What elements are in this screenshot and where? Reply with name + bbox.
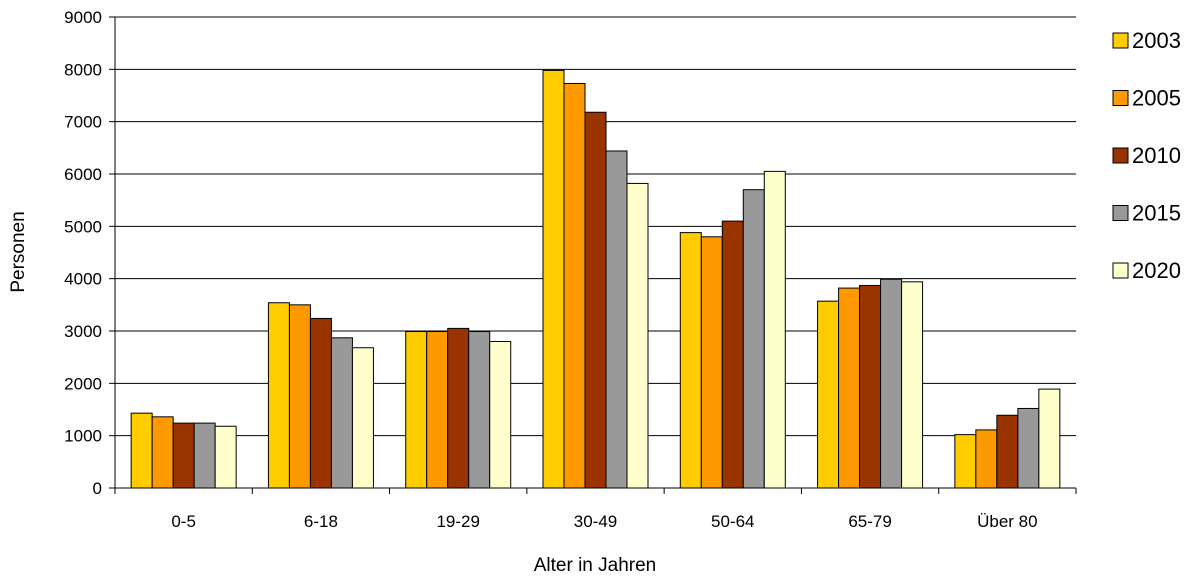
bar-2015-19-29 xyxy=(468,331,491,489)
bar-2020-Über-80 xyxy=(1038,388,1061,489)
bar-2010-50-64 xyxy=(721,220,744,489)
axes xyxy=(109,16,1077,494)
bar-2003-Über-80 xyxy=(954,434,977,489)
bar-2003-0-5 xyxy=(130,412,153,489)
bar-2003-19-29 xyxy=(405,331,428,489)
bar-2005-Über-80 xyxy=(975,429,998,489)
bar-2003-65-79 xyxy=(817,300,840,489)
y-tick-label: 3000 xyxy=(64,322,102,341)
legend-label: 2020 xyxy=(1132,258,1181,283)
legend-item-2015: 2015 xyxy=(1112,201,1181,226)
legend-swatch xyxy=(1112,32,1129,49)
bar-2010-65-79 xyxy=(859,284,882,489)
bar-2003-6-18 xyxy=(267,302,290,489)
y-axis-title: Personen xyxy=(8,211,29,292)
legend-label: 2015 xyxy=(1132,201,1181,226)
bar-2020-6-18 xyxy=(351,347,374,489)
bar-2010-6-18 xyxy=(309,317,332,489)
bar-2020-19-29 xyxy=(489,340,512,489)
x-tick-label: 65-79 xyxy=(848,512,891,531)
bar-2020-50-64 xyxy=(763,170,786,489)
y-tick-label: 0 xyxy=(93,479,102,498)
y-tick-label: 9000 xyxy=(64,8,102,27)
legend-swatch xyxy=(1112,205,1129,221)
x-axis-title: Alter in Jahren xyxy=(534,555,657,576)
bar-2010-19-29 xyxy=(447,327,470,489)
legend-item-2020: 2020 xyxy=(1112,258,1181,283)
bar-2005-0-5 xyxy=(151,416,174,489)
bar-2015-30-49 xyxy=(605,150,628,489)
bars xyxy=(130,69,1061,489)
y-tick-labels: 0 1000 2000 3000 4000 5000 6000 7000 8000 9000 xyxy=(64,8,102,498)
legend-swatch xyxy=(1112,90,1129,106)
bar-2003-30-49 xyxy=(542,69,565,489)
bar-2005-50-64 xyxy=(700,236,723,489)
bar-2015-50-64 xyxy=(742,189,765,489)
y-tick-label: 7000 xyxy=(64,113,102,132)
legend-swatch xyxy=(1112,262,1129,279)
legend-label: 2010 xyxy=(1132,143,1181,168)
x-tick-label: 19-29 xyxy=(436,512,479,531)
y-tick-label: 1000 xyxy=(64,427,102,446)
bar-2020-30-49 xyxy=(626,182,649,489)
bar-2005-6-18 xyxy=(288,304,311,489)
bar-2015-6-18 xyxy=(330,337,353,489)
legend-item-2010: 2010 xyxy=(1112,143,1181,168)
bar-2020-65-79 xyxy=(901,281,924,489)
legend-item-2005: 2005 xyxy=(1112,86,1181,111)
legend-item-2003: 2003 xyxy=(1112,28,1181,53)
y-tick-label: 6000 xyxy=(64,165,102,184)
bar-2015-Über-80 xyxy=(1017,407,1040,489)
bar-2020-0-5 xyxy=(214,425,237,489)
bar-2015-65-79 xyxy=(880,278,903,489)
bar-2005-30-49 xyxy=(563,82,586,489)
bar-2003-50-64 xyxy=(679,232,702,489)
legend-swatch xyxy=(1112,147,1129,164)
bar-2010-Über-80 xyxy=(996,414,1019,489)
bar-2005-19-29 xyxy=(426,331,449,489)
bar-2010-0-5 xyxy=(172,422,195,489)
x-tick-labels: 0-5 6-18 19-29 30-49 50-64 65-79 Über 80 xyxy=(171,512,1037,531)
legend-label: 2003 xyxy=(1132,28,1181,53)
x-tick-label: 50-64 xyxy=(711,512,754,531)
y-tick-label: 8000 xyxy=(64,60,102,79)
y-tick-label: 4000 xyxy=(64,270,102,289)
bar-2005-65-79 xyxy=(838,287,861,489)
legend-label: 2005 xyxy=(1132,86,1181,111)
bar-2010-30-49 xyxy=(584,111,607,489)
x-tick-label: 0-5 xyxy=(171,512,196,531)
y-tick-label: 2000 xyxy=(64,374,102,393)
y-tick-label: 5000 xyxy=(64,217,102,236)
x-tick-label: 6-18 xyxy=(304,512,338,531)
bar-2015-0-5 xyxy=(193,422,216,489)
legend: 2003 2005 2010 2015 2020 xyxy=(1112,28,1181,283)
x-tick-label: Über 80 xyxy=(977,512,1037,531)
x-tick-label: 30-49 xyxy=(574,512,617,531)
